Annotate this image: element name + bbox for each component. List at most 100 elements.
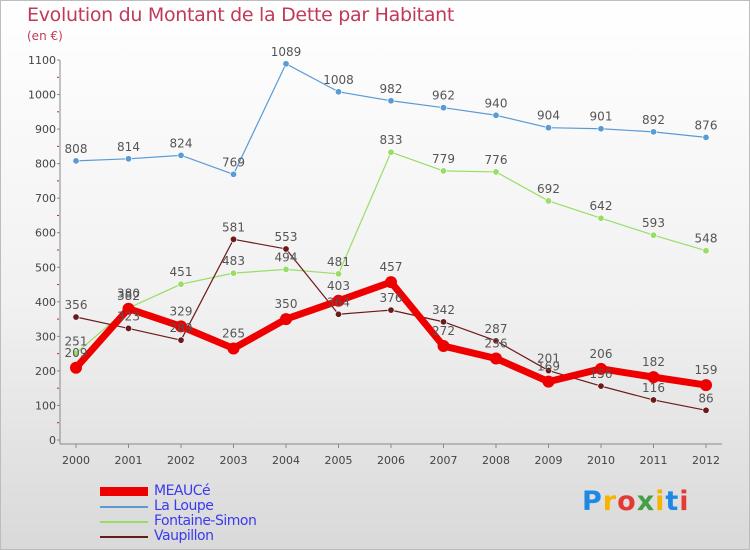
data-label: 201: [537, 352, 560, 366]
x-tick-label: 2002: [167, 454, 195, 467]
data-label: 962: [432, 89, 455, 103]
data-label: 376: [380, 291, 403, 305]
legend-swatch: [100, 506, 148, 508]
data-label: 642: [590, 199, 613, 213]
logo-letter: P: [582, 486, 603, 517]
data-label: 380: [117, 287, 140, 301]
data-label: 265: [222, 326, 245, 340]
series-point-2: [492, 168, 500, 176]
data-label: 876: [695, 118, 718, 132]
series-point-3: [334, 310, 342, 318]
x-tick-label: 2011: [640, 454, 668, 467]
data-label: 342: [432, 303, 455, 317]
legend-item: Fontaine-Simon: [100, 513, 320, 530]
series-point-3: [282, 245, 290, 253]
series-point-3: [702, 406, 710, 414]
series-point-3: [439, 318, 447, 326]
data-label: 824: [170, 136, 193, 150]
y-tick-label: 800: [35, 158, 56, 171]
series-point-0: [227, 342, 240, 355]
y-tick-label: 500: [35, 261, 56, 274]
series-point-1: [544, 124, 552, 132]
legend-label: La Loupe: [154, 498, 214, 514]
data-label: 403: [327, 279, 350, 293]
data-label: 901: [590, 110, 613, 124]
data-label: 457: [380, 260, 403, 274]
y-tick-label: 300: [35, 330, 56, 343]
legend-item: Vaupillon: [100, 528, 320, 545]
legend-swatch: [100, 521, 148, 523]
y-tick-label: 0: [49, 434, 56, 447]
series-point-3: [492, 337, 500, 345]
series-point-0: [490, 352, 502, 365]
y-tick-label: 400: [35, 296, 56, 309]
series-point-1: [72, 157, 80, 165]
x-tick-label: 2012: [692, 454, 720, 467]
series-point-0: [437, 340, 450, 353]
series-point-0: [122, 302, 135, 315]
series-point-2: [230, 269, 238, 277]
y-tick-label: 700: [35, 192, 56, 205]
legend-label: Fontaine-Simon: [154, 513, 257, 529]
series-point-3: [649, 396, 657, 404]
series-point-0: [647, 371, 660, 384]
legend-item: La Loupe: [100, 498, 320, 515]
logo-letter: i: [679, 486, 690, 517]
series-point-1: [439, 104, 447, 112]
series-point-1: [125, 155, 133, 163]
data-label: 206: [590, 347, 613, 361]
data-label: 769: [222, 155, 245, 169]
x-tick-label: 2006: [377, 454, 405, 467]
series-point-0: [700, 379, 712, 392]
data-label: 776: [485, 153, 508, 167]
logo-letter: t: [665, 486, 680, 517]
data-label: 940: [485, 96, 508, 110]
data-label: 481: [327, 255, 350, 269]
x-tick-label: 2010: [587, 454, 615, 467]
data-label: 814: [117, 140, 140, 154]
series-point-0: [332, 294, 345, 307]
data-label: 156: [590, 367, 613, 381]
series-point-1: [230, 170, 238, 178]
y-tick-label: 1100: [28, 54, 56, 67]
series-point-2: [597, 214, 605, 222]
data-label: 494: [275, 250, 298, 264]
data-label: 833: [380, 133, 403, 147]
data-label: 287: [485, 322, 508, 336]
data-label: 182: [642, 355, 665, 369]
series-point-0: [385, 276, 397, 289]
series-point-1: [649, 128, 657, 136]
y-tick-label: 1000: [28, 89, 56, 102]
y-tick-label: 200: [35, 365, 56, 378]
logo-letter: i: [655, 486, 666, 517]
data-label: 86: [698, 391, 713, 405]
x-tick-label: 2000: [62, 454, 90, 467]
series-point-1: [492, 111, 500, 119]
x-tick-label: 2005: [325, 454, 353, 467]
chart-unit: (en €): [27, 29, 63, 43]
data-label: 251: [65, 334, 88, 348]
data-label: 808: [65, 142, 88, 156]
series-point-2: [544, 197, 552, 205]
x-tick-label: 2001: [115, 454, 143, 467]
data-label: 272: [432, 324, 455, 338]
data-label: 483: [222, 254, 245, 268]
series-point-2: [334, 270, 342, 278]
x-tick-label: 2007: [430, 454, 458, 467]
series-point-0: [175, 320, 187, 333]
series-point-1: [177, 151, 185, 159]
legend-label: Vaupillon: [154, 528, 214, 544]
series-point-1: [597, 125, 605, 133]
logo-letter: r: [602, 486, 618, 517]
series-point-2: [702, 247, 710, 255]
legend-swatch: [100, 487, 148, 496]
series-layer: [70, 60, 712, 414]
series-point-2: [72, 349, 80, 357]
data-label: 159: [695, 363, 718, 377]
y-tick-label: 900: [35, 123, 56, 136]
series-point-0: [595, 362, 607, 375]
data-label: 692: [537, 182, 560, 196]
y-tick-label: 600: [35, 227, 56, 240]
